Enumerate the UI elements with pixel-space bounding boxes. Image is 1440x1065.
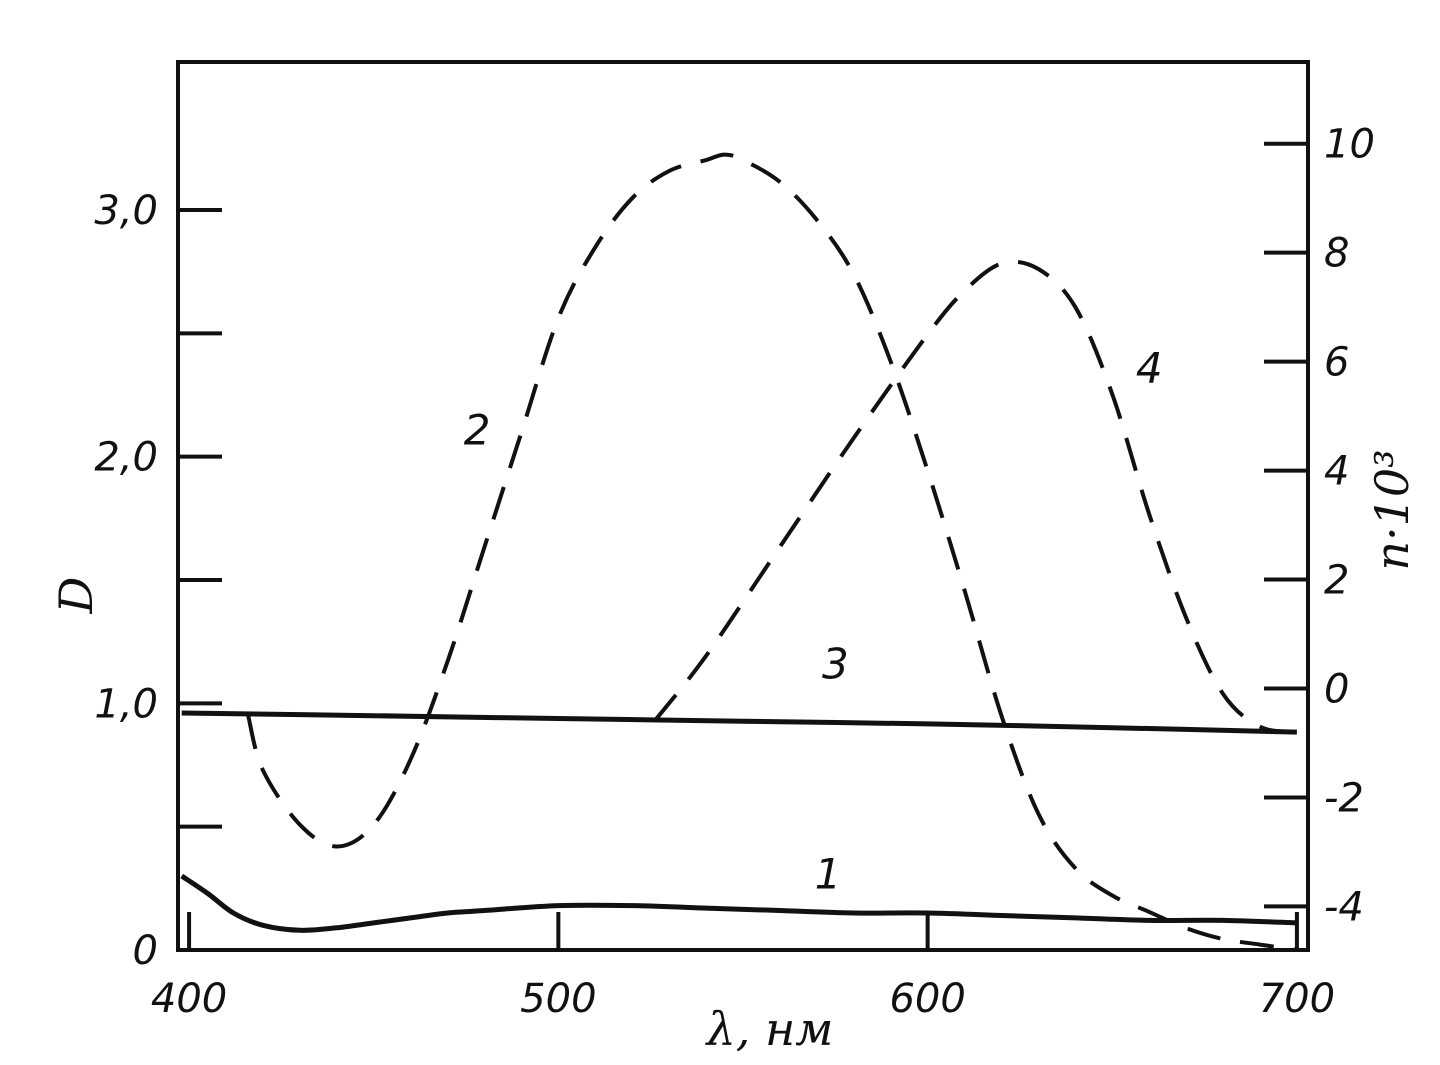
y-right-tick-label: 0 (1324, 667, 1349, 713)
y-right-tick-label: 4 (1324, 449, 1349, 495)
y-left-tick-label: 2,0 (94, 435, 158, 481)
y-right-tick-label: 2 (1324, 558, 1349, 604)
plot-frame (176, 60, 1310, 952)
x-tick-label: 400 (151, 976, 227, 1022)
x-tick-label: 600 (889, 976, 965, 1022)
series-lines (180, 152, 1298, 952)
x-axis-title: λ, нм (705, 1002, 834, 1056)
series-line-4 (652, 259, 1298, 735)
x-tick-label: 500 (520, 976, 596, 1022)
y-left-tick-label: 0 (133, 928, 158, 974)
curve-label-4: 4 (1136, 344, 1163, 393)
axis-tick-labels: 400 500 600 700 0 1,0 2,0 3,0 -4 -2 0 2 4 6 8 10 (94, 122, 1375, 1022)
axis-ticks (178, 141, 1308, 952)
series-line-2 (246, 152, 1298, 952)
curve-label-1: 1 (815, 849, 842, 898)
curve-label-2: 2 (464, 405, 491, 454)
x-tick-label: 700 (1259, 976, 1335, 1022)
y-left-tick-label: 1,0 (94, 681, 158, 727)
curve-labels: 1 2 3 4 (464, 344, 1163, 899)
y-right-tick-label: -4 (1324, 884, 1364, 930)
y-right-tick-label: -2 (1324, 775, 1364, 821)
curve-label-3: 3 (822, 640, 849, 689)
series-line-1 (180, 873, 1297, 933)
y-axis-right-title: n·10³ (1365, 449, 1419, 570)
y-right-tick-label: 8 (1324, 231, 1349, 277)
y-right-tick-label: 10 (1324, 122, 1375, 168)
y-axis-left-title: D (49, 577, 103, 615)
plot-border (176, 60, 1310, 952)
series-line-3 (181, 710, 1297, 735)
y-left-tick-label: 3,0 (94, 188, 158, 234)
y-right-tick-label: 6 (1324, 340, 1349, 386)
